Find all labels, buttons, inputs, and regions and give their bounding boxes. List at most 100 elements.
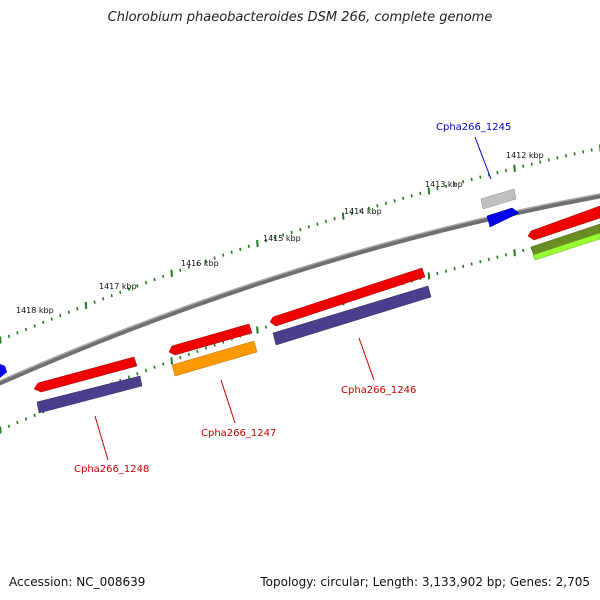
outer-scale-tick <box>504 168 508 173</box>
outer-scale-tick <box>573 152 576 156</box>
leader-1247 <box>220 379 236 424</box>
gene-1246-forward[interactable] <box>269 267 426 327</box>
outer-scale-tick <box>299 227 302 232</box>
outer-scale-tick <box>590 148 593 152</box>
inner-scale-tick <box>256 326 259 334</box>
leader-1248 <box>94 415 109 461</box>
genome-backbone <box>0 193 600 386</box>
outer-scale-tick <box>33 324 36 328</box>
outer-scale-tick <box>110 293 113 298</box>
outer-scale-tick <box>153 277 156 282</box>
outer-scale-tick <box>102 297 105 301</box>
inner-scale-tick <box>144 368 148 373</box>
outer-scale-tick <box>256 239 259 248</box>
outer-scale-tick <box>444 184 448 188</box>
outer-scale-tick <box>196 262 199 266</box>
inner-scale-tick <box>436 271 439 276</box>
gene-1245-blue[interactable] <box>486 207 520 228</box>
gene-label-1248[interactable]: Cpha266_1248 <box>74 464 149 475</box>
outer-scale-tick <box>170 269 173 277</box>
outer-scale-tick <box>350 211 353 216</box>
outer-scale-tick <box>187 265 190 269</box>
inner-scale-tick <box>179 355 182 360</box>
outer-scale-tick <box>453 182 456 186</box>
outer-scale-tick <box>393 199 396 203</box>
gene-right-forward[interactable] <box>527 205 600 241</box>
outer-scale-tick <box>119 290 122 294</box>
outer-scale-tick <box>539 160 542 164</box>
outer-scale-tick <box>59 313 62 318</box>
gene-label-1246[interactable]: Cpha266_1246 <box>341 385 416 396</box>
gene-1248-forward[interactable] <box>33 356 138 393</box>
genome-title: Chlorobium phaeobacteroides DSM 266, com… <box>107 10 493 25</box>
gene-label-1245[interactable]: Cpha266_1245 <box>436 122 511 133</box>
outer-scale-tick <box>513 164 516 172</box>
inner-scale-tick <box>462 264 465 268</box>
gene-label-1247[interactable]: Cpha266_1247 <box>201 428 276 439</box>
gene-1248-track2[interactable] <box>36 375 143 414</box>
gene-1247-track2[interactable] <box>171 340 258 377</box>
outer-scale-tick <box>76 307 79 311</box>
outer-scale-tick <box>222 253 225 257</box>
outer-scale-tick <box>324 219 328 224</box>
inner-scale-tick <box>24 417 28 421</box>
outer-scale-tick <box>462 180 465 184</box>
leader-1245 <box>474 136 492 180</box>
genome-backbone-highlight <box>0 193 600 382</box>
outer-scale-tick <box>282 233 285 237</box>
gene-1247-forward[interactable] <box>168 323 253 356</box>
inner-scale-tick <box>127 375 130 379</box>
inner-scale-tick <box>162 362 165 366</box>
outer-scale-tick <box>556 156 559 160</box>
outer-scale-track <box>0 144 600 344</box>
inner-scale-tick <box>196 349 199 353</box>
inner-scale-tick <box>504 253 508 257</box>
inner-scale-tick <box>7 424 10 428</box>
outer-scale-tick <box>239 247 242 251</box>
outer-scale-tick <box>419 191 422 196</box>
outer-scale-tick <box>16 331 19 335</box>
outer-scale-tick <box>530 162 533 166</box>
inner-scale-tick <box>33 413 36 417</box>
inner-scale-tick <box>0 426 2 434</box>
scale-label-1412: 1412 kbp <box>506 151 544 160</box>
topology-text: Topology: circular; Length: 3,133,902 bp… <box>260 575 590 589</box>
inner-scale-tick <box>153 365 156 369</box>
inner-scale-tick <box>187 352 190 357</box>
outer-scale-tick <box>367 206 370 210</box>
inner-scale-tick <box>204 346 208 350</box>
inner-scale-tick <box>213 343 216 347</box>
inner-scale-tick <box>513 249 516 257</box>
inner-scale-tick <box>170 357 173 365</box>
scale-label-1413: 1413 kbp <box>425 180 463 189</box>
outer-scale-tick <box>127 287 130 291</box>
gene-1245-grey[interactable] <box>480 188 517 210</box>
gene-right-olive[interactable] <box>530 223 600 257</box>
outer-scale-tick <box>479 175 482 179</box>
inner-scale-tick <box>136 372 139 376</box>
outer-scale-tick <box>470 177 473 182</box>
outer-scale-tick <box>230 250 233 254</box>
outer-scale-tick <box>264 239 268 243</box>
gene-left-edge-blue[interactable] <box>0 364 7 378</box>
inner-scale-tick <box>487 257 490 262</box>
scale-label-1414: 1414 kbp <box>344 207 382 216</box>
outer-scale-tick <box>402 196 405 200</box>
outer-scale-tick <box>307 225 310 229</box>
inner-scale-tick <box>470 262 473 266</box>
accession-text: Accession: NC_008639 <box>9 575 146 589</box>
gene-1246-track2[interactable] <box>272 285 432 346</box>
outer-scale-tick <box>522 164 525 168</box>
gene-right-lime[interactable] <box>532 232 600 261</box>
outer-scale-tick <box>436 186 439 191</box>
inner-scale-tick <box>444 269 448 273</box>
outer-scale-tick <box>93 300 96 304</box>
outer-scale-tick <box>341 212 345 220</box>
leader-1246 <box>358 337 375 381</box>
outer-scale-tick <box>144 281 148 285</box>
scale-label-1418: 1418 kbp <box>16 306 54 315</box>
inner-scale-tick <box>427 272 431 280</box>
outer-scale-tick <box>410 194 413 198</box>
outer-scale-tick <box>564 154 568 158</box>
